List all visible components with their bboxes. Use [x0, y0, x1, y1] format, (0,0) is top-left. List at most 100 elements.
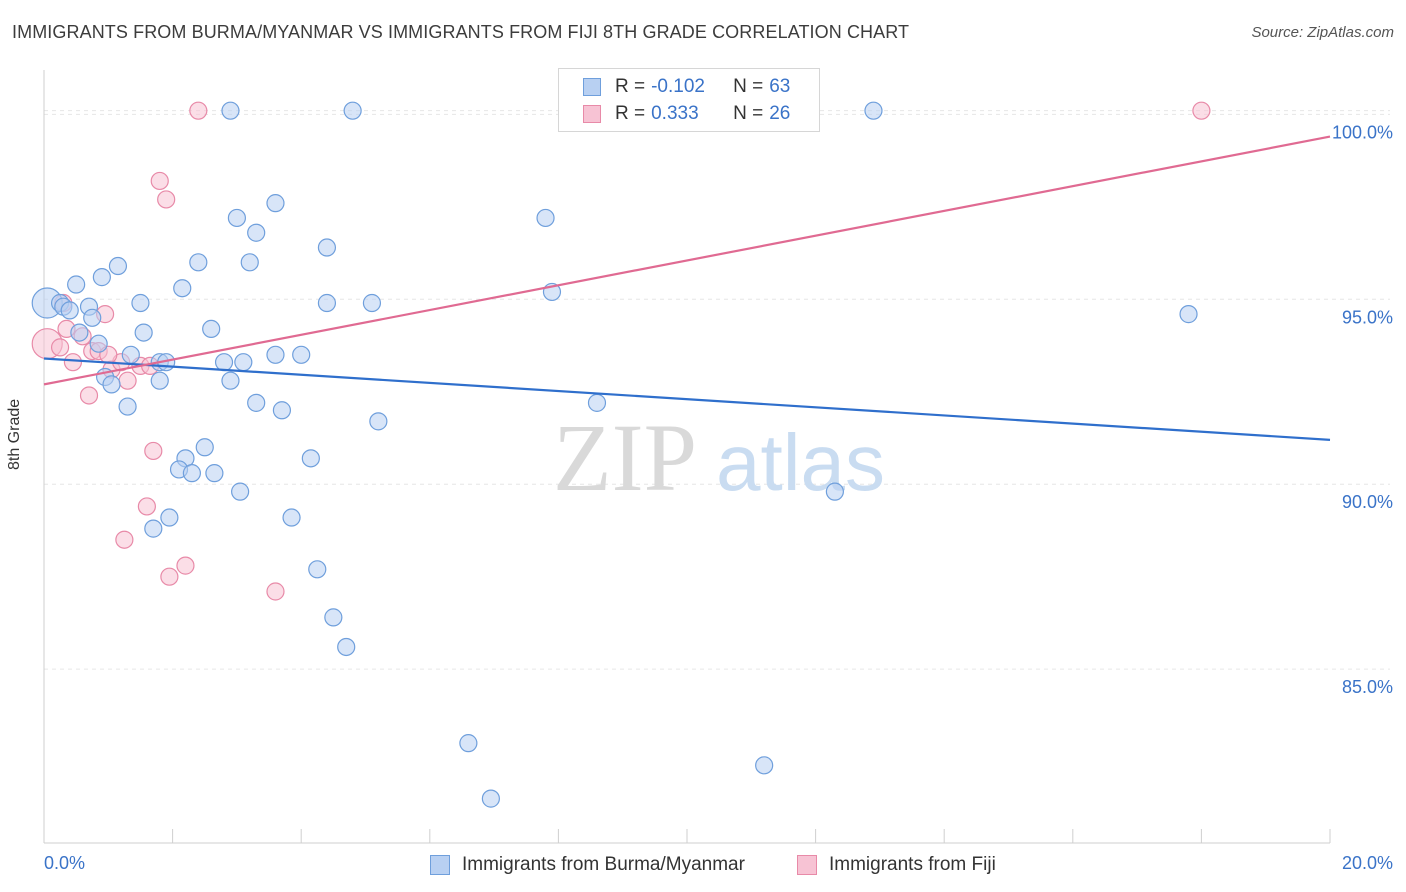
axes — [43, 70, 1331, 844]
x-tick-label: 0.0% — [44, 853, 85, 873]
burma-point — [160, 508, 179, 527]
burma-point — [755, 756, 774, 775]
trend-lines — [43, 135, 1331, 441]
burma-point — [214, 353, 234, 372]
burma-point — [83, 308, 102, 327]
burma-point — [481, 789, 500, 808]
gridlines — [44, 110, 1390, 670]
fiji-point — [176, 556, 195, 575]
burma-trend-line — [43, 357, 1331, 441]
burma-point — [227, 208, 246, 228]
fiji-point — [118, 371, 137, 390]
burma-point — [825, 482, 844, 501]
fiji-point — [137, 497, 156, 516]
stats-legend: R = -0.102 N = 63 R = 0.333 N = 26 — [558, 68, 820, 132]
burma-point — [195, 438, 214, 457]
burma-point — [134, 323, 153, 342]
r-value: 0.333 — [651, 103, 699, 124]
burma-point — [150, 371, 169, 390]
burma-point — [202, 319, 221, 338]
watermark-zip: ZIP — [553, 404, 697, 511]
r-label: R = — [615, 76, 646, 97]
stats-legend-row-fiji: R = 0.333 N = 26 — [583, 101, 790, 127]
burma-point — [247, 393, 266, 412]
r-label: R = — [615, 103, 646, 124]
n-value: 26 — [769, 103, 791, 124]
burma-point — [317, 238, 337, 257]
fiji-point — [115, 530, 134, 549]
y-tick-labels: 85.0% 90.0% 95.0% 100.0% — [1332, 122, 1393, 697]
fiji-trend-line — [43, 135, 1331, 386]
stats-legend-row-burma: R = -0.102 N = 63 — [583, 74, 790, 100]
burma-point — [108, 256, 128, 276]
burma-point — [864, 101, 883, 120]
legend-label-burma: Immigrants from Burma/Myanmar — [462, 854, 745, 875]
burma-point — [144, 519, 163, 538]
fiji-point — [189, 101, 208, 120]
burma-point — [343, 101, 362, 120]
burma-legend-swatch — [430, 855, 450, 875]
y-tick-label: 85.0% — [1342, 677, 1393, 697]
fiji-point — [266, 582, 285, 601]
burma-point — [266, 345, 285, 364]
fiji-point — [63, 353, 83, 372]
n-label: N = — [733, 103, 764, 124]
burma-point — [240, 253, 259, 272]
fiji-point — [157, 190, 176, 209]
source-label: Source: ZipAtlas.com — [1251, 24, 1394, 41]
burma-point — [102, 375, 121, 394]
burma-point — [272, 401, 292, 420]
burma-point — [1179, 305, 1198, 324]
fiji-point — [1192, 101, 1211, 120]
fiji-point — [50, 338, 70, 357]
burma-point — [234, 353, 253, 372]
burma-point — [282, 508, 301, 527]
burma-point — [317, 293, 337, 313]
n-label: N = — [733, 76, 764, 97]
burma-point — [308, 560, 327, 579]
y-tick-label: 100.0% — [1332, 122, 1393, 142]
burma-point — [189, 253, 208, 272]
y-tick-label: 90.0% — [1342, 492, 1393, 512]
legend-label-fiji: Immigrants from Fiji — [829, 854, 996, 875]
fiji-swatch — [583, 105, 601, 123]
burma-point — [131, 293, 150, 313]
burma-point — [173, 279, 192, 298]
burma-point — [70, 323, 89, 342]
x-tick-labels: 0.0% 20.0% — [44, 853, 1393, 873]
burma-point — [324, 608, 343, 627]
burma-point — [221, 101, 240, 120]
watermark-atlas: atlas — [716, 418, 885, 507]
fiji-legend-swatch — [797, 855, 817, 875]
chart-title: IMMIGRANTS FROM BURMA/MYANMAR VS IMMIGRA… — [12, 22, 910, 42]
r-value: -0.102 — [651, 76, 705, 97]
n-value: 63 — [769, 76, 791, 97]
burma-point — [266, 194, 285, 213]
fiji-point — [144, 441, 163, 461]
burma-point — [89, 334, 108, 353]
burma-point — [205, 464, 224, 483]
burma-point — [92, 268, 111, 287]
burma-point — [536, 208, 555, 228]
burma-point — [182, 464, 201, 483]
burma-point — [587, 393, 607, 412]
burma-point — [362, 293, 382, 313]
watermark: ZIP atlas — [553, 404, 885, 511]
fiji-point — [160, 567, 179, 586]
y-tick-label: 95.0% — [1342, 307, 1393, 327]
burma-point — [60, 301, 79, 320]
burma-point — [121, 345, 140, 364]
x-tick-label: 20.0% — [1342, 853, 1393, 873]
burma-point — [369, 412, 388, 431]
burma-point — [67, 275, 86, 294]
legend-item-burma[interactable]: Immigrants from Burma/Myanmar — [430, 852, 745, 878]
burma-point — [231, 482, 250, 501]
burma-swatch — [583, 78, 601, 96]
burma-point — [301, 449, 320, 468]
legend-item-fiji[interactable]: Immigrants from Fiji — [797, 852, 996, 878]
burma-point — [459, 734, 478, 753]
fiji-point — [79, 386, 99, 405]
burma-point — [221, 371, 240, 390]
burma-point — [247, 223, 266, 242]
